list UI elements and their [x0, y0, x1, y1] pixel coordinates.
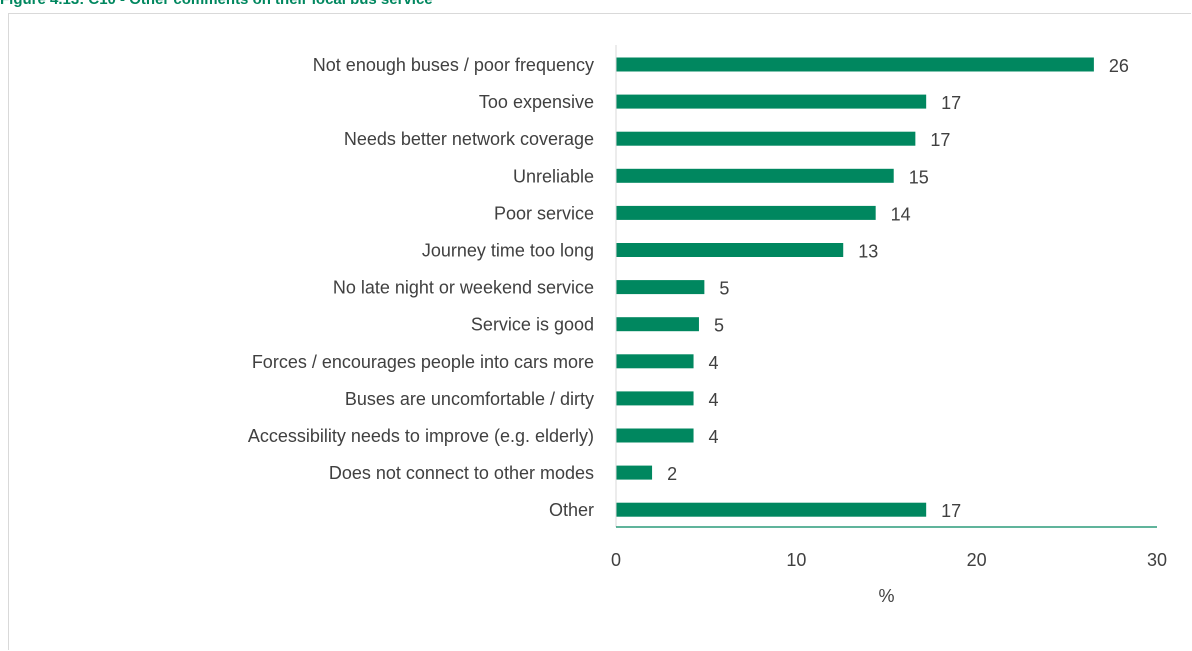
- data-label: 15: [909, 167, 929, 187]
- bar: [616, 243, 844, 257]
- category-label: Too expensive: [479, 92, 594, 112]
- x-tick-label: 20: [967, 550, 987, 570]
- bar: [616, 205, 876, 220]
- bar: [616, 57, 1094, 72]
- bar: [616, 502, 927, 517]
- category-label: Needs better network coverage: [344, 129, 594, 149]
- data-label: 17: [941, 93, 961, 113]
- category-label: Does not connect to other modes: [329, 463, 594, 483]
- x-tick-label: 10: [786, 550, 806, 570]
- category-label: Service is good: [471, 315, 594, 335]
- page-title: Figure 4.13: C10 - Other comments on the…: [0, 0, 433, 8]
- x-tick-labels: 0 10 20 30: [611, 550, 1167, 570]
- x-tick-label: 0: [611, 550, 621, 570]
- bar: [616, 131, 916, 146]
- data-label: 4: [709, 390, 719, 410]
- category-label: Buses are uncomfortable / dirty: [345, 389, 594, 409]
- category-label: Other: [549, 500, 594, 520]
- x-axis-label: %: [878, 586, 894, 606]
- data-label: 17: [941, 501, 961, 521]
- category-label: Poor service: [494, 203, 594, 223]
- chart-frame: [8, 13, 1191, 650]
- bar: [616, 94, 927, 109]
- data-label: 26: [1109, 56, 1129, 76]
- category-label: Journey time too long: [422, 241, 594, 261]
- category-label: Not enough buses / poor frequency: [313, 55, 594, 75]
- data-label: 4: [709, 353, 719, 373]
- data-label: 5: [714, 316, 724, 336]
- bar: [616, 428, 694, 443]
- category-label: Forces / encourages people into cars mor…: [252, 352, 594, 372]
- bar: [616, 280, 705, 295]
- category-label: No late night or weekend service: [333, 278, 594, 298]
- data-label: 13: [858, 242, 878, 262]
- data-label: 14: [891, 204, 911, 224]
- bar: [616, 168, 894, 183]
- x-tick-label: 30: [1147, 550, 1167, 570]
- data-label: 17: [930, 130, 950, 150]
- bar: [616, 465, 653, 480]
- data-label: 5: [719, 279, 729, 299]
- data-label: 2: [667, 464, 677, 484]
- bar: [616, 354, 694, 369]
- category-label: Accessibility needs to improve (e.g. eld…: [248, 426, 594, 446]
- category-labels: Not enough buses / poor frequency Too exp…: [248, 55, 594, 520]
- data-label: 4: [709, 427, 719, 447]
- category-label: Unreliable: [513, 166, 594, 186]
- bars: [616, 57, 1094, 517]
- bar: [616, 317, 699, 332]
- bar: [616, 391, 694, 406]
